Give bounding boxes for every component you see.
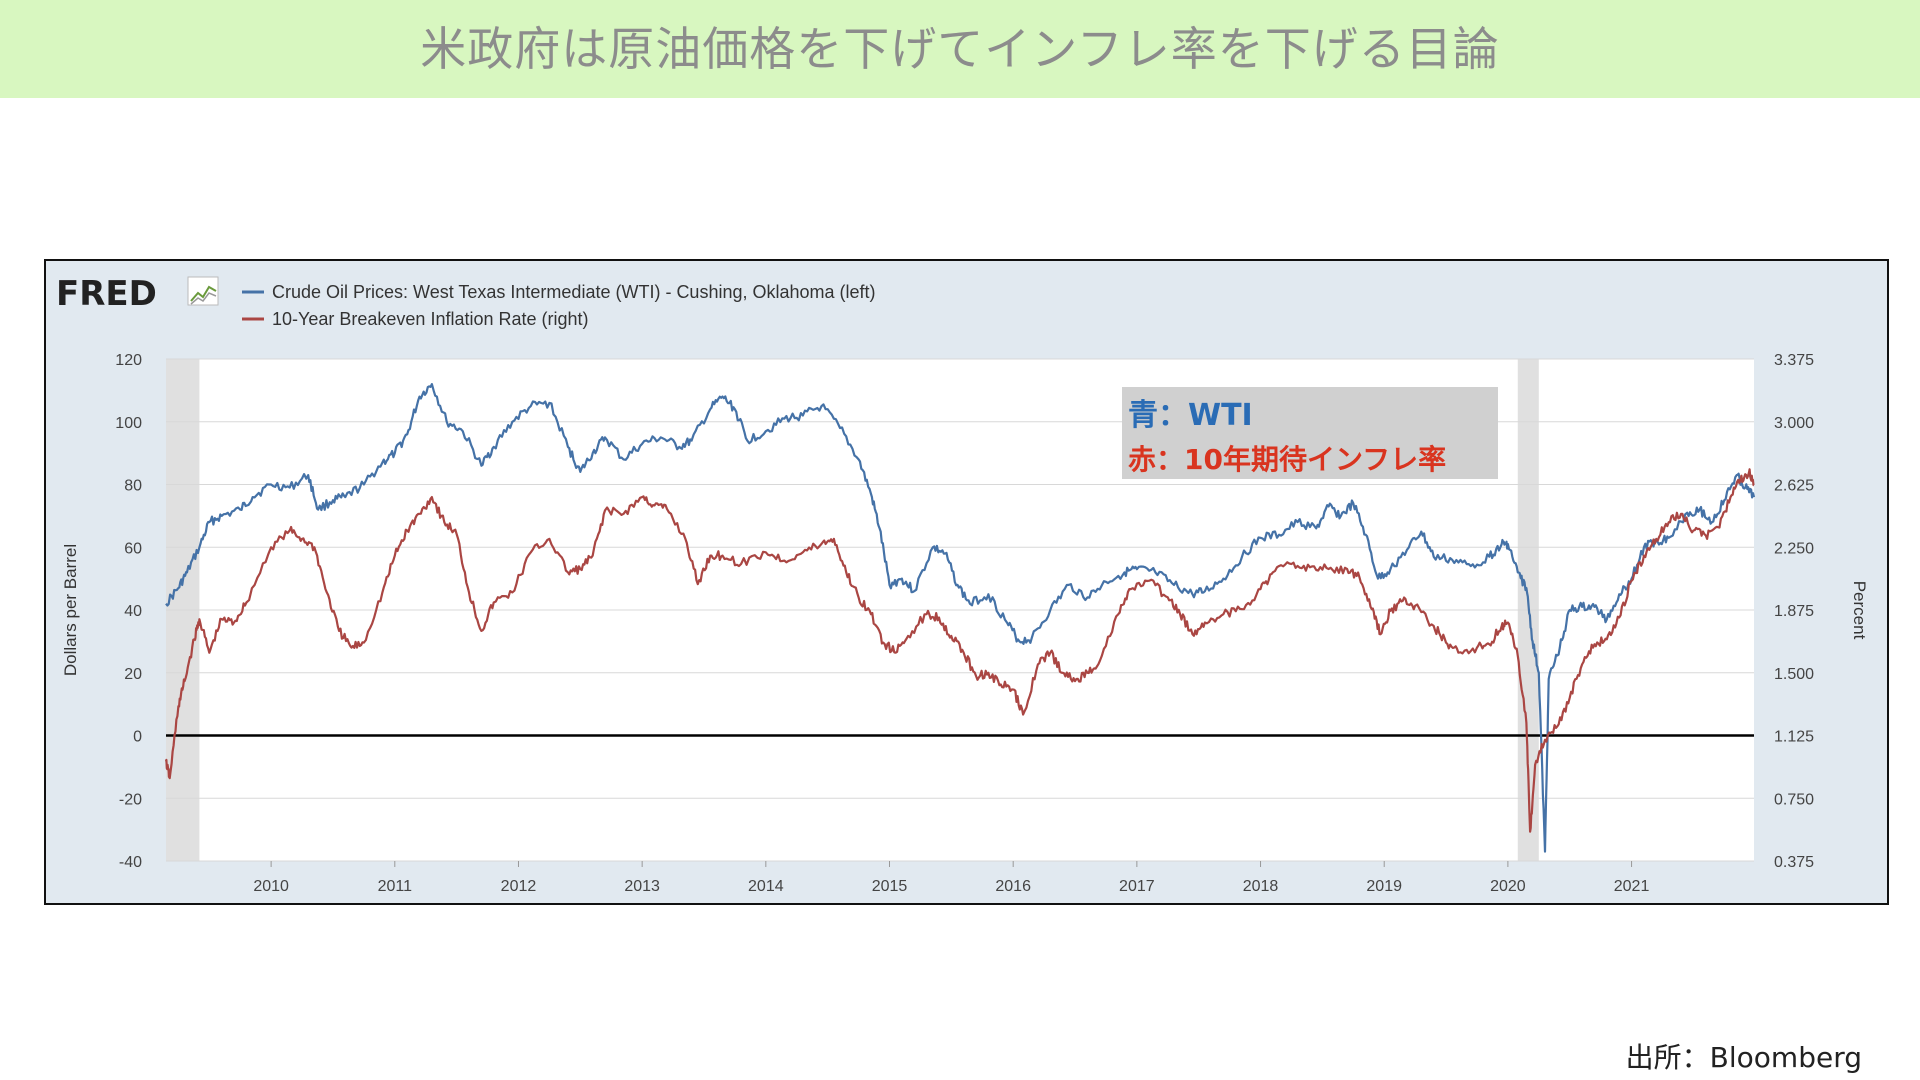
y-tick-left: -40 bbox=[119, 854, 142, 871]
y-axis-left-title: Dollars per Barrel bbox=[61, 544, 80, 676]
y-tick-right: 3.375 bbox=[1774, 352, 1814, 369]
annotation-breakeven: 赤：10年期待インフレ率 bbox=[1128, 443, 1446, 476]
x-tick-label: 2015 bbox=[872, 878, 908, 895]
x-tick-label: 2021 bbox=[1614, 878, 1650, 895]
x-tick-label: 2019 bbox=[1366, 878, 1402, 895]
y-tick-left: 20 bbox=[124, 666, 142, 683]
fred-logo-text: FRED bbox=[56, 274, 157, 314]
y-tick-left: -20 bbox=[119, 791, 142, 808]
y-tick-left: 60 bbox=[124, 540, 142, 557]
x-tick-label: 2016 bbox=[995, 878, 1031, 895]
y-tick-right: 2.625 bbox=[1774, 478, 1814, 495]
legend-label-wti: Crude Oil Prices: West Texas Intermediat… bbox=[272, 282, 876, 302]
source-note: 出所：Bloomberg bbox=[1625, 1041, 1862, 1074]
page-title: 米政府は原油価格を下げてインフレ率を下げる目論 bbox=[420, 22, 1500, 76]
y-tick-left: 100 bbox=[115, 415, 142, 432]
fred-graph-icon bbox=[187, 276, 219, 306]
y-tick-left: 120 bbox=[115, 352, 142, 369]
fred-chart-frame: 120 100 80 60 40 20 0 -20 -40 3.375 3.000 2.625 2.2… bbox=[44, 259, 1889, 905]
y-tick-right: 0.375 bbox=[1774, 854, 1814, 871]
y-tick-right: 1.500 bbox=[1774, 666, 1814, 683]
y-tick-right: 1.125 bbox=[1774, 729, 1814, 746]
x-tick-label: 2011 bbox=[378, 878, 413, 895]
y-tick-right: 0.750 bbox=[1774, 791, 1814, 808]
annotation-box: 青：WTI 赤：10年期待インフレ率 bbox=[1122, 387, 1498, 479]
y-tick-right: 3.000 bbox=[1774, 415, 1814, 432]
x-tick-label: 2017 bbox=[1119, 878, 1155, 895]
x-tick-label: 2012 bbox=[501, 878, 537, 895]
legend-label-breakeven: 10-Year Breakeven Inflation Rate (right) bbox=[272, 309, 589, 329]
legend: Crude Oil Prices: West Texas Intermediat… bbox=[242, 282, 876, 329]
x-tick-label: 2013 bbox=[624, 878, 660, 895]
fred-logo: FRED bbox=[56, 274, 219, 314]
series-breakeven-line bbox=[164, 468, 1755, 833]
y-axis-right-title: Percent bbox=[1850, 581, 1869, 640]
x-axis: 2010 2011 2012 2013 2014 2015 2016 2017 2018 2019… bbox=[253, 861, 1649, 895]
x-tick-label: 2014 bbox=[748, 878, 784, 895]
y-axis-left: 120 100 80 60 40 20 0 -20 -40 bbox=[115, 352, 142, 871]
chart-canvas: 120 100 80 60 40 20 0 -20 -40 3.375 3.000 2.625 2.2… bbox=[56, 274, 1869, 895]
gridlines bbox=[166, 358, 1754, 862]
series-lines bbox=[164, 383, 1756, 853]
y-tick-right: 2.250 bbox=[1774, 540, 1814, 557]
x-tick-label: 2010 bbox=[253, 878, 289, 895]
y-tick-left: 80 bbox=[124, 478, 142, 495]
x-tick-label: 2020 bbox=[1490, 878, 1526, 895]
x-tick-label: 2018 bbox=[1243, 878, 1279, 895]
y-tick-left: 40 bbox=[124, 603, 142, 620]
y-axis-right: 3.375 3.000 2.625 2.250 1.875 1.500 1.125 0.750… bbox=[1774, 352, 1814, 871]
annotation-wti: 青：WTI bbox=[1128, 398, 1253, 433]
y-tick-left: 0 bbox=[133, 729, 142, 746]
y-tick-right: 1.875 bbox=[1774, 603, 1814, 620]
series-wti-line bbox=[165, 383, 1756, 853]
annotation-background bbox=[1122, 387, 1498, 479]
title-banner: 米政府は原油価格を下げてインフレ率を下げる目論 bbox=[0, 0, 1920, 98]
